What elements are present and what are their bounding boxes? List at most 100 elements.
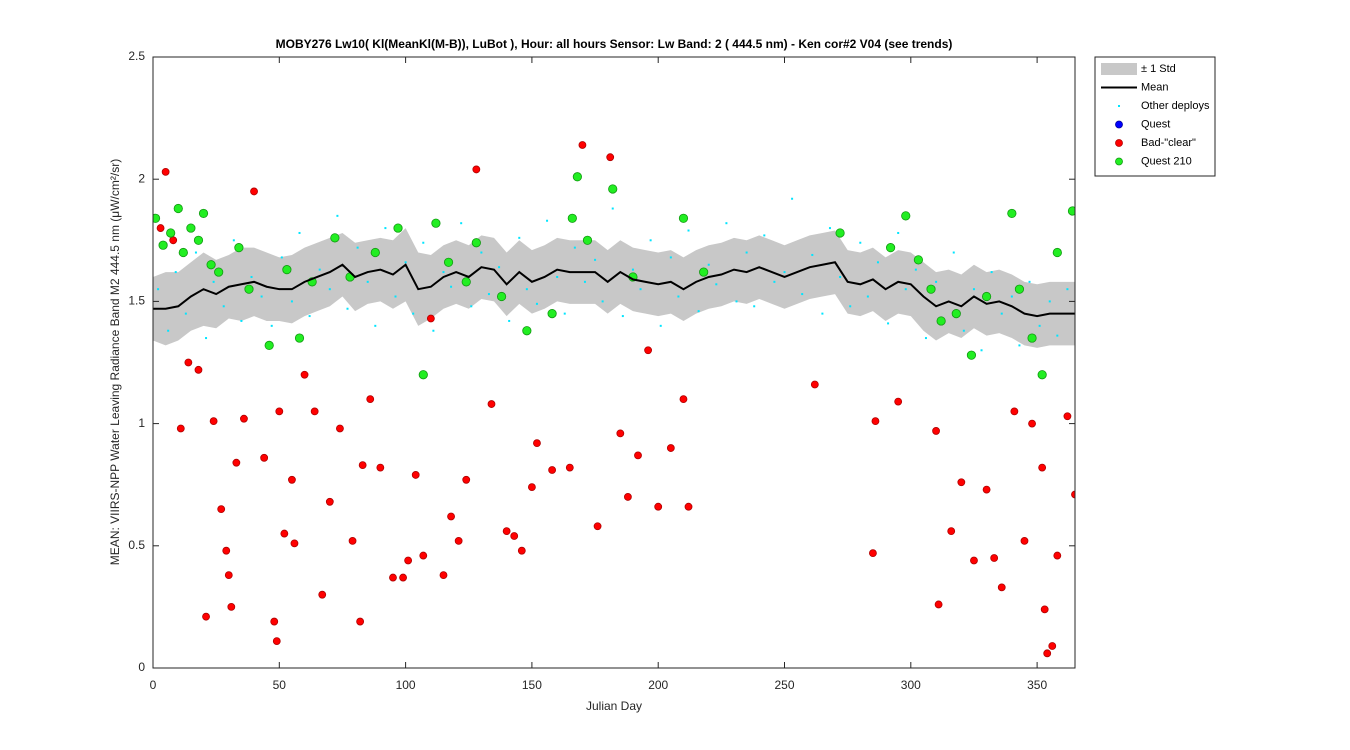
point bbox=[623, 493, 632, 501]
point bbox=[970, 556, 978, 565]
point bbox=[166, 228, 176, 238]
point bbox=[1028, 419, 1036, 428]
point bbox=[897, 231, 900, 234]
point bbox=[272, 637, 281, 646]
legend-swatch bbox=[1115, 139, 1123, 147]
point bbox=[669, 256, 672, 259]
point bbox=[699, 267, 709, 277]
x-axis-label: Julian Day bbox=[586, 699, 642, 713]
point bbox=[336, 214, 339, 217]
point bbox=[461, 277, 471, 287]
point bbox=[282, 265, 292, 275]
point bbox=[1048, 642, 1057, 650]
point bbox=[631, 268, 634, 271]
point bbox=[972, 288, 975, 291]
point bbox=[419, 551, 428, 560]
point bbox=[947, 527, 956, 536]
point bbox=[601, 300, 604, 303]
point bbox=[982, 485, 991, 494]
point bbox=[294, 333, 305, 343]
point bbox=[582, 235, 593, 245]
std-band bbox=[153, 228, 1075, 348]
point bbox=[432, 329, 435, 332]
point bbox=[828, 227, 831, 230]
x-tick-label: 200 bbox=[648, 678, 668, 692]
point bbox=[270, 617, 279, 626]
point bbox=[290, 300, 293, 303]
point bbox=[1063, 412, 1072, 421]
point bbox=[240, 414, 248, 423]
point bbox=[644, 346, 653, 355]
x-tick-label: 350 bbox=[1027, 678, 1047, 692]
point bbox=[389, 573, 397, 582]
point bbox=[173, 203, 183, 214]
point bbox=[518, 236, 521, 239]
point bbox=[214, 267, 224, 277]
y-tick-label: 2.5 bbox=[128, 49, 145, 63]
point bbox=[783, 271, 786, 274]
legend-swatch bbox=[1101, 63, 1137, 75]
point bbox=[966, 350, 977, 360]
point bbox=[525, 288, 528, 291]
legend-label: Mean bbox=[1141, 81, 1169, 93]
point bbox=[957, 478, 966, 487]
point bbox=[178, 247, 188, 258]
point bbox=[533, 439, 541, 448]
x-tick-label: 300 bbox=[901, 678, 921, 692]
point bbox=[330, 233, 340, 243]
point bbox=[1007, 208, 1017, 219]
point bbox=[442, 271, 445, 274]
point bbox=[325, 497, 334, 506]
point bbox=[250, 275, 253, 278]
point bbox=[260, 453, 269, 462]
point bbox=[1027, 333, 1037, 343]
point bbox=[1018, 344, 1021, 347]
point bbox=[328, 288, 331, 291]
point bbox=[439, 571, 448, 580]
point bbox=[926, 284, 936, 294]
x-tick-label: 100 bbox=[396, 678, 416, 692]
point bbox=[194, 251, 197, 254]
point bbox=[547, 309, 557, 319]
point bbox=[480, 251, 483, 254]
point bbox=[240, 319, 243, 322]
point bbox=[887, 322, 890, 325]
point bbox=[517, 546, 526, 555]
point bbox=[356, 617, 365, 626]
point bbox=[472, 165, 481, 174]
point bbox=[936, 316, 946, 326]
x-tick-label: 50 bbox=[273, 678, 287, 692]
point bbox=[839, 275, 842, 278]
point bbox=[528, 483, 536, 492]
point bbox=[471, 238, 481, 248]
plot-area bbox=[153, 141, 1075, 658]
point bbox=[901, 211, 911, 221]
point bbox=[866, 295, 869, 298]
point bbox=[904, 288, 907, 291]
point bbox=[358, 461, 367, 470]
point bbox=[1028, 280, 1031, 283]
y-tick-label: 1 bbox=[138, 416, 145, 430]
point bbox=[275, 407, 284, 416]
point bbox=[300, 370, 309, 379]
point bbox=[934, 600, 943, 609]
point bbox=[572, 172, 582, 182]
legend-label: Quest 210 bbox=[1141, 155, 1192, 167]
point bbox=[885, 243, 896, 253]
point bbox=[366, 395, 375, 404]
point bbox=[404, 556, 413, 565]
point bbox=[346, 307, 349, 310]
point bbox=[578, 141, 587, 149]
point bbox=[679, 395, 688, 404]
point bbox=[496, 291, 507, 302]
point bbox=[193, 235, 204, 245]
point bbox=[715, 283, 718, 286]
y-tick-label: 0 bbox=[138, 660, 145, 674]
point bbox=[593, 522, 602, 531]
point bbox=[431, 218, 441, 228]
point bbox=[411, 471, 420, 479]
legend-label: Bad-"clear" bbox=[1141, 137, 1196, 149]
point bbox=[308, 315, 311, 318]
point bbox=[232, 239, 235, 242]
